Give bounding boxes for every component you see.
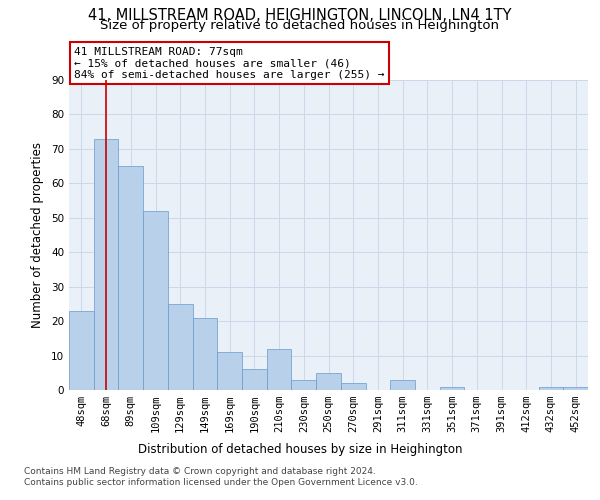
Bar — [341, 383, 365, 390]
Bar — [440, 386, 464, 390]
Bar — [390, 380, 415, 390]
Bar — [118, 166, 143, 390]
Bar — [563, 386, 588, 390]
Bar — [539, 386, 563, 390]
Bar — [94, 138, 118, 390]
Text: Distribution of detached houses by size in Heighington: Distribution of detached houses by size … — [138, 442, 462, 456]
Bar — [193, 318, 217, 390]
Y-axis label: Number of detached properties: Number of detached properties — [31, 142, 44, 328]
Bar — [217, 352, 242, 390]
Bar — [69, 311, 94, 390]
Bar — [267, 348, 292, 390]
Text: Size of property relative to detached houses in Heighington: Size of property relative to detached ho… — [101, 18, 499, 32]
Text: Contains HM Land Registry data © Crown copyright and database right 2024.
Contai: Contains HM Land Registry data © Crown c… — [24, 468, 418, 487]
Bar — [168, 304, 193, 390]
Bar — [292, 380, 316, 390]
Bar — [316, 373, 341, 390]
Text: 41, MILLSTREAM ROAD, HEIGHINGTON, LINCOLN, LN4 1TY: 41, MILLSTREAM ROAD, HEIGHINGTON, LINCOL… — [88, 8, 512, 22]
Text: 41 MILLSTREAM ROAD: 77sqm
← 15% of detached houses are smaller (46)
84% of semi-: 41 MILLSTREAM ROAD: 77sqm ← 15% of detac… — [74, 47, 385, 80]
Bar — [242, 370, 267, 390]
Bar — [143, 211, 168, 390]
